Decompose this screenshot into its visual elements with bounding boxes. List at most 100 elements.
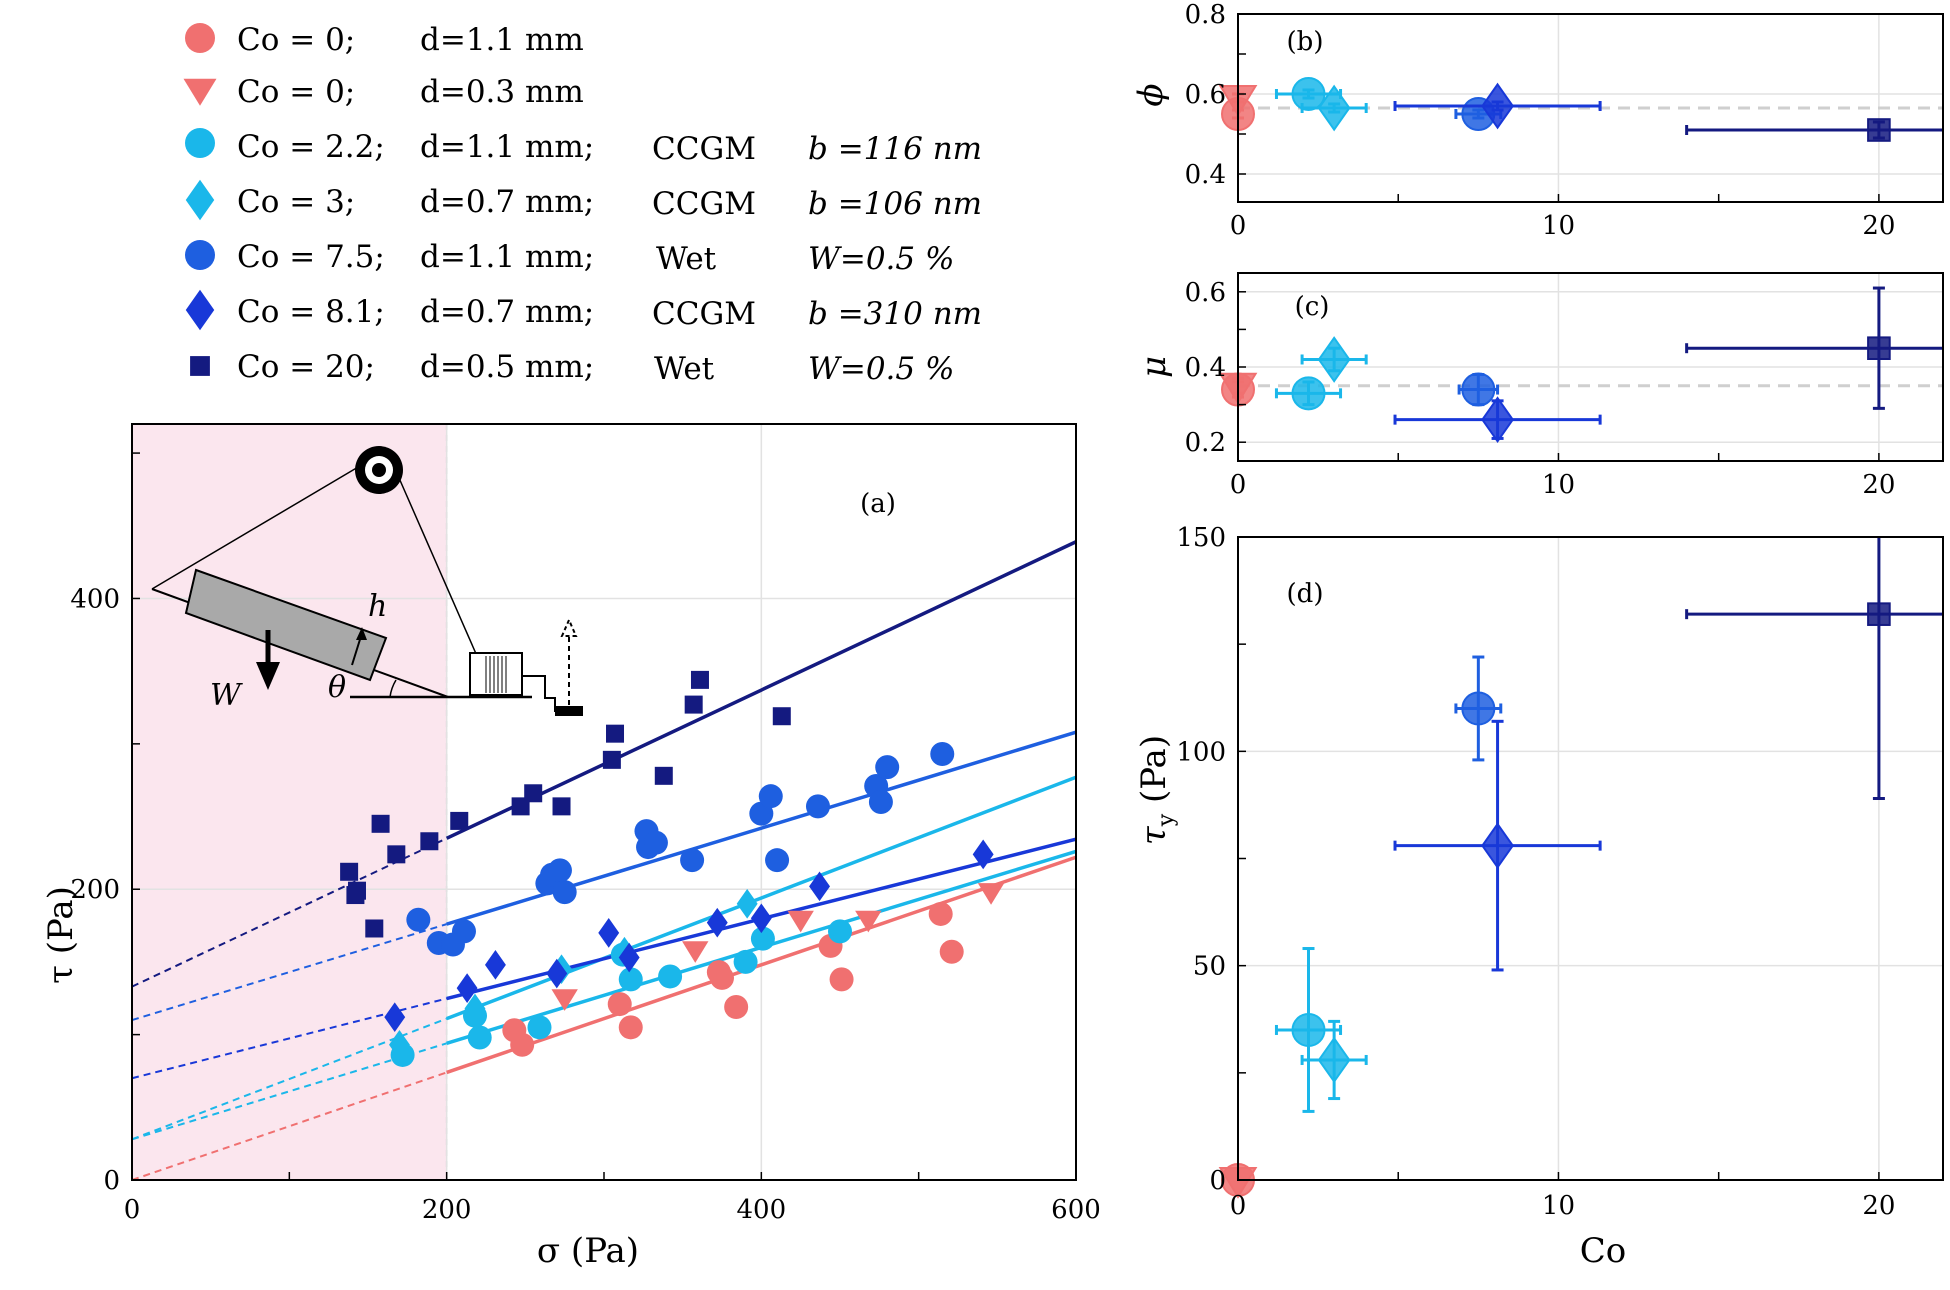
legend-method: CCGM [652, 131, 756, 167]
data-points [340, 670, 1005, 1067]
x-tick-label: 20 [1862, 1191, 1895, 1221]
data-point-s7 [524, 784, 543, 803]
legend-marker-diamond [185, 289, 215, 331]
data-point-s7 [684, 695, 703, 714]
errorbar-point-s3 [1274, 947, 1343, 1113]
y-tick-label: 0.4 [1185, 353, 1226, 383]
data-point-s7 [552, 797, 571, 816]
legend-entry: Co = 2.2; d=1.1 mm; CCGM b =116 nm [185, 128, 982, 167]
x-tick-label: 20 [1862, 211, 1895, 241]
legend-param: W=0.5 % [808, 241, 954, 277]
y-axis-label: μ [1134, 356, 1174, 378]
data-point-s6 [809, 871, 830, 902]
errorbar-point-s6 [1393, 396, 1602, 443]
data-points [1218, 537, 1943, 1199]
marker-s4 [1317, 84, 1351, 132]
errorbar-point-s4 [1300, 84, 1368, 132]
weight-label: W [210, 678, 243, 713]
panel-d-chart: 0 10 20 0 50 100 150 (d) Co τy (Pa) [1134, 523, 1944, 1271]
errorbar-point-s7 [1685, 286, 1943, 410]
errorbar-point-s5 [1454, 655, 1503, 762]
tick-labels: 0 10 20 0.4 0.6 0.8 [1185, 0, 1896, 241]
data-point-s4 [736, 888, 758, 919]
data-point-s6 [706, 907, 728, 938]
sample-block [184, 568, 388, 682]
legend-entry: Co = 20; d=0.5 mm; Wet W=0.5 % [190, 349, 954, 387]
data-point-s6 [972, 839, 994, 870]
panel-b-chart: 0 10 20 0.4 0.6 0.8 (b) ϕ [1131, 0, 1944, 241]
marker-s6 [1481, 396, 1514, 443]
fit-extrapolation-s1 [131, 1071, 447, 1181]
data-point-s6 [598, 917, 620, 948]
x-tick-label: 0 [1230, 470, 1247, 500]
y-axis-subscript: y [1154, 813, 1179, 827]
x-tick-label: 10 [1542, 470, 1575, 500]
x-tick-label: 10 [1542, 211, 1575, 241]
weight-arrow-head [256, 662, 280, 690]
data-point-s4 [389, 1029, 410, 1060]
data-point-s1 [724, 994, 749, 1019]
data-point-s5 [406, 907, 431, 932]
legend-entry: Co = 0; d=1.1 mm [185, 22, 584, 58]
legend-marker-diamond [185, 179, 215, 221]
legend-param: b =116 nm [808, 131, 982, 167]
legend-d: d=0.5 mm; [420, 349, 594, 385]
errorbar-point-s4 [1300, 336, 1368, 383]
legend-marker-shape [185, 23, 215, 53]
y-tick-label: 0 [1209, 1166, 1226, 1196]
legend-co: Co = 0; [237, 22, 355, 58]
data-point-s5 [868, 790, 893, 814]
data-point-s3 [658, 964, 683, 989]
data-point-s4 [464, 993, 486, 1024]
legend-co: Co = 3; [237, 184, 355, 220]
legend-d: d=0.7 mm; [420, 184, 594, 220]
data-point-s2 [787, 910, 814, 933]
data-point-s6 [750, 903, 772, 934]
marker-s6 [1481, 82, 1514, 130]
data-point-s5 [765, 848, 790, 873]
legend: Co = 0; d=1.1 mm Co = 0; d=0.3 mm Co = 2… [183, 22, 982, 387]
y-tick-label: 150 [1176, 523, 1226, 553]
fit-line-s7 [445, 540, 1077, 840]
marker-s6 [1481, 822, 1514, 869]
pulley-axle [372, 463, 386, 477]
inclined-plane-schematic: h W θ [151, 446, 583, 716]
errorbar-point-s7 [1685, 537, 1943, 800]
panel-label: (b) [1287, 27, 1324, 57]
panel-label: (a) [860, 489, 896, 519]
sensor [555, 706, 583, 716]
data-point-s6 [384, 1002, 406, 1033]
marker-s3 [1291, 1012, 1326, 1047]
marker-s3 [1291, 77, 1326, 111]
data-point-s7 [602, 750, 621, 769]
marker-s7 [1867, 118, 1891, 142]
legend-entry: Co = 0; d=0.3 mm [183, 74, 584, 110]
y-tick-label: 200 [70, 875, 120, 905]
legend-method: CCGM [652, 296, 756, 332]
angle-label: θ [328, 670, 346, 705]
data-point-s7 [420, 832, 439, 851]
data-point-s5 [805, 794, 830, 819]
motor-coil [485, 656, 507, 693]
legend-co: Co = 2.2; [237, 129, 385, 165]
panel-a-chart: 0 200 400 600 0 200 400 (a) σ (Pa) τ (Pa) h W … [41, 423, 1101, 1271]
data-point-s7 [772, 707, 791, 726]
data-point-s7 [371, 814, 390, 833]
rope-left [151, 459, 371, 590]
data-point-s2 [855, 910, 882, 933]
plot-frame [131, 423, 1077, 1181]
legend-param: W=0.5 % [808, 351, 954, 387]
errorbar-point-s4 [1300, 1019, 1368, 1101]
data-point-s5 [552, 880, 577, 905]
height-label: h [368, 589, 387, 624]
x-tick-label: 400 [737, 1195, 787, 1225]
data-point-s7 [365, 919, 384, 938]
legend-marker-shape [185, 289, 215, 331]
y-tick-label: 0.6 [1185, 80, 1226, 110]
data-point-s7 [606, 724, 625, 743]
legend-entry: Co = 7.5; d=1.1 mm; Wet W=0.5 % [185, 239, 954, 277]
data-point-s7 [347, 881, 366, 900]
x-tick-label: 0 [124, 1195, 141, 1225]
errorbar-point-s6 [1393, 719, 1602, 972]
